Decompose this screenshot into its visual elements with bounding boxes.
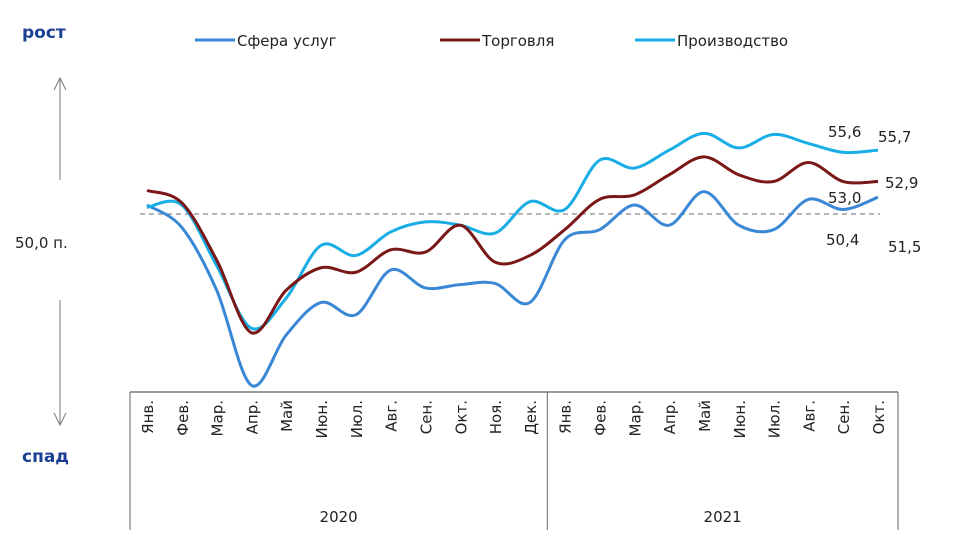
x-tick-label: Июн. xyxy=(313,400,331,438)
side-label-top: рост xyxy=(22,23,66,43)
data-label: 50,4 xyxy=(826,231,859,249)
legend-label: Производство xyxy=(677,32,788,50)
x-tick-label: Дек. xyxy=(522,400,540,435)
x-tick-label: Окт. xyxy=(452,400,470,434)
x-tick-label: Май xyxy=(278,400,296,432)
series-line-0 xyxy=(146,190,879,388)
legend-label: Торговля xyxy=(481,32,554,50)
x-tick-label: Мар. xyxy=(626,400,644,436)
x-tick-label: Авг. xyxy=(800,400,818,432)
x-tick-label: Ноя. xyxy=(487,400,505,434)
reference-label: 50,0 п. xyxy=(15,234,68,252)
x-tick-label: Сен. xyxy=(417,400,435,434)
x-tick-label: Апр. xyxy=(661,400,679,434)
side-label-bottom: спад xyxy=(22,447,69,467)
x-tick-label: Май xyxy=(696,400,714,432)
x-tick-label: Янв. xyxy=(557,400,575,434)
x-tick-label: Июн. xyxy=(731,400,749,438)
data-label: 51,5 xyxy=(888,238,921,256)
x-tick-label: Янв. xyxy=(139,400,157,434)
x-tick-label: Окт. xyxy=(870,400,888,434)
year-label: 2020 xyxy=(320,508,358,526)
x-tick-label: Фев. xyxy=(592,400,610,436)
x-tick-label: Мар. xyxy=(209,400,227,436)
data-label: 55,6 xyxy=(828,123,861,141)
year-label: 2021 xyxy=(704,508,742,526)
x-tick-label: Сен. xyxy=(835,400,853,434)
x-tick-label: Июл. xyxy=(348,400,366,438)
x-tick-label: Июл. xyxy=(766,400,784,438)
down-arrow-icon xyxy=(53,300,67,427)
legend-label: Сфера услуг xyxy=(237,32,337,50)
x-tick-label: Фев. xyxy=(174,400,192,436)
x-tick-label: Авг. xyxy=(383,400,401,432)
data-label: 55,7 xyxy=(878,128,911,146)
up-arrow-icon xyxy=(53,76,67,180)
series-line-1 xyxy=(146,155,879,335)
data-label: 52,9 xyxy=(885,174,918,192)
x-tick-label: Апр. xyxy=(243,400,261,434)
data-label: 53,0 xyxy=(828,189,861,207)
